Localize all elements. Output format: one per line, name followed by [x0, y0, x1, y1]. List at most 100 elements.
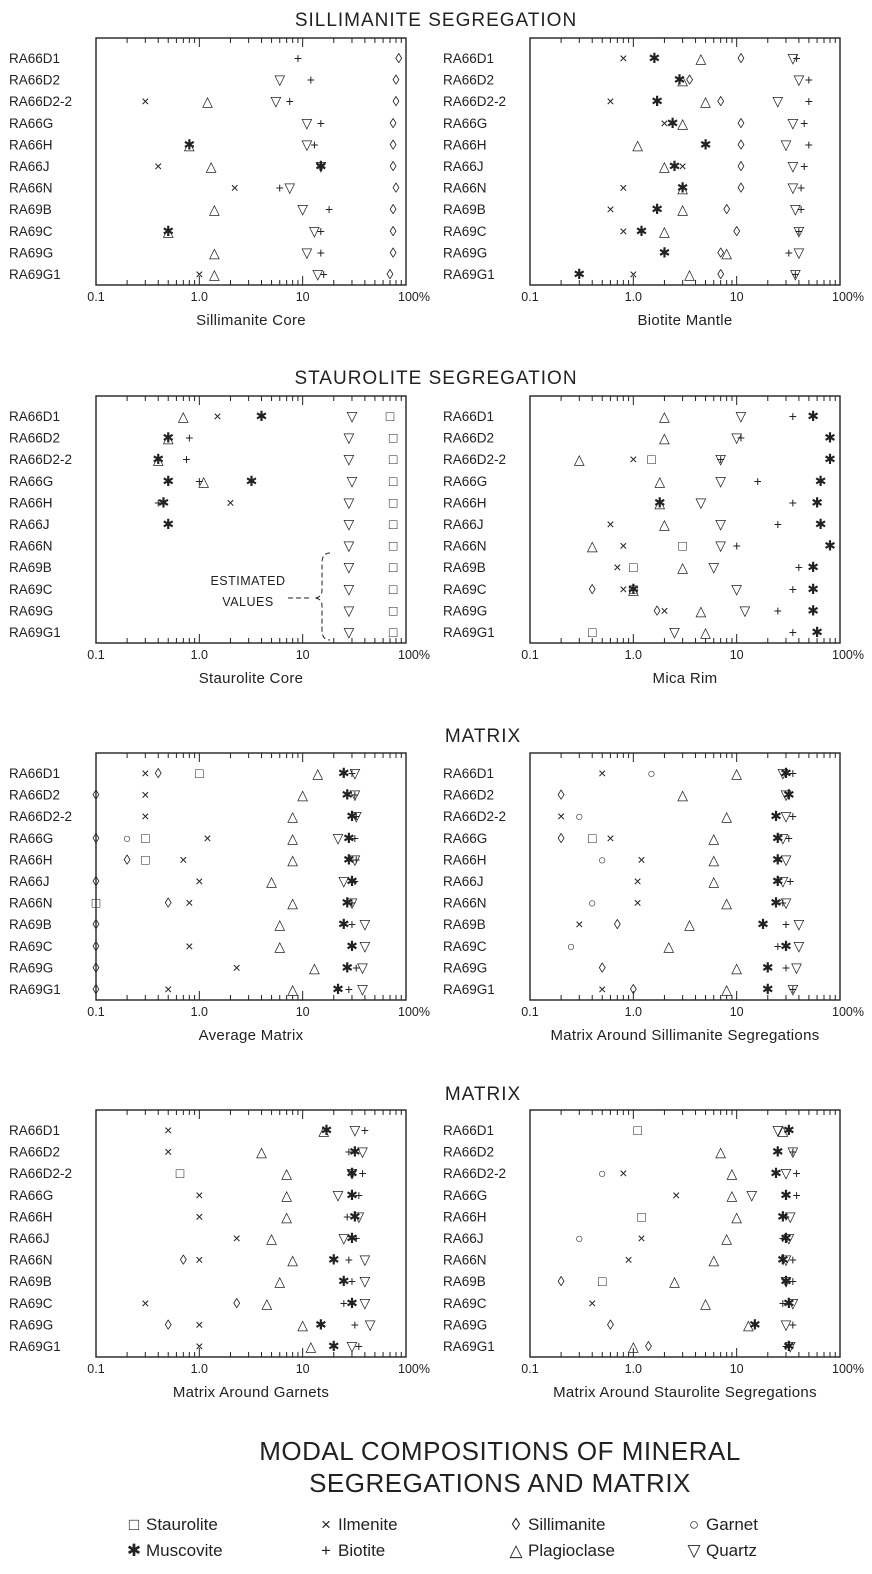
data-point-B: +	[795, 223, 803, 239]
data-point-Q: ▽	[781, 851, 792, 867]
chart-panel: 0.1 1.0 10 100% Matrix Around Garnets RA66D1 ×…	[9, 1109, 430, 1401]
data-point-I: ×	[598, 981, 606, 997]
data-point-B: +	[717, 451, 725, 467]
data-point-S: □	[389, 430, 398, 446]
data-point-B: +	[345, 981, 353, 997]
data-point-Q: ▽	[746, 1187, 757, 1203]
sample-label: RA69C	[443, 939, 487, 954]
data-point-P: △	[198, 473, 209, 489]
data-point-Q: ▽	[270, 93, 281, 109]
sample-label: RA69B	[443, 560, 486, 575]
data-point-I: ×	[588, 1295, 596, 1311]
data-point-S: □	[389, 624, 398, 640]
data-point-P: △	[708, 830, 719, 846]
data-point-I: ×	[233, 1230, 241, 1246]
data-point-Q: ▽	[349, 765, 360, 781]
data-point-P: △	[700, 1295, 711, 1311]
tick-label: 10	[730, 1362, 744, 1376]
data-point-P: △	[309, 959, 320, 975]
sample-label: RA66G	[9, 116, 53, 131]
legend-label: Ilmenite	[338, 1515, 398, 1534]
data-point-Q: ▽	[777, 830, 788, 846]
data-point-P: △	[209, 266, 220, 282]
tick-label: 100%	[832, 1005, 864, 1019]
sample-label: RA66D2-2	[9, 452, 72, 467]
data-point-G: ○	[598, 851, 606, 867]
data-point-B: +	[800, 115, 808, 131]
data-point-B: +	[785, 830, 793, 846]
sample-label: RA69B	[443, 1274, 486, 1289]
data-point-M: ✱	[824, 538, 836, 554]
data-point-B: +	[774, 602, 782, 618]
data-point-L: ◊	[93, 938, 100, 954]
data-point-P: △	[721, 244, 732, 260]
sample-label: RA66J	[9, 1231, 50, 1246]
data-point-P: △	[287, 895, 298, 911]
tick-label: 10	[296, 1005, 310, 1019]
data-point-B: +	[307, 72, 315, 88]
sample-label: RA66H	[9, 495, 53, 510]
data-point-Q: ▽	[781, 787, 792, 803]
data-point-Q: ▽	[787, 158, 798, 174]
data-point-Q: ▽	[343, 581, 354, 597]
data-point-L: ◊	[233, 1295, 240, 1311]
data-point-I: ×	[660, 602, 668, 618]
data-point-Q: ▽	[781, 808, 792, 824]
data-point-B: +	[325, 201, 333, 217]
legend-entry: ▽ Quartz	[687, 1541, 757, 1560]
data-point-G: ○	[575, 1230, 583, 1246]
annotation-bracket	[313, 552, 331, 641]
x-axis-label: Matrix Around Staurolite Segregations	[553, 1384, 817, 1401]
data-point-B: +	[805, 93, 813, 109]
sample-label: RA69G	[9, 245, 53, 260]
data-point-S: □	[678, 538, 687, 554]
plot-frame	[95, 1109, 407, 1358]
plot-frame	[95, 395, 407, 644]
data-point-L: ◊	[124, 851, 131, 867]
sample-label: RA69C	[443, 1296, 487, 1311]
sample-label: RA66G	[443, 1188, 487, 1203]
data-point-Q: ▽	[359, 938, 370, 954]
data-point-P: △	[777, 1122, 788, 1138]
data-point-P: △	[312, 765, 323, 781]
sample-label: RA66N	[443, 181, 487, 196]
x-axis-label: Biotite Mantle	[637, 312, 732, 329]
legend-label: Staurolite	[146, 1515, 218, 1534]
data-point-L: ◊	[733, 223, 740, 239]
data-point-M: ✱	[824, 451, 836, 467]
data-point-P: △	[677, 72, 688, 88]
tick-label: 10	[296, 1362, 310, 1376]
sample-label: RA66N	[443, 539, 487, 554]
sample-label: RA66G	[9, 474, 53, 489]
sample-label: RA69B	[9, 202, 52, 217]
data-point-Q: ▽	[715, 538, 726, 554]
chart-panels: 0.1 1.0 10 100% Sillimanite Core RA66D1 + ◊ RA66…	[9, 37, 864, 1401]
data-point-I: ×	[619, 581, 627, 597]
data-point-Q: ▽	[791, 959, 802, 975]
data-point-M: ✱	[659, 244, 671, 260]
data-point-B: +	[789, 494, 797, 510]
data-point-M: ✱	[749, 1316, 761, 1332]
data-point-G: ○	[647, 765, 655, 781]
data-point-Q: ▽	[359, 1273, 370, 1289]
data-point-Q: ▽	[347, 1338, 358, 1354]
data-point-M: ✱	[346, 1187, 358, 1203]
data-point-L: ◊	[390, 201, 397, 217]
data-point-M: ✱	[152, 451, 164, 467]
sample-label: RA66D2	[9, 788, 60, 803]
sample-label: RA66D1	[9, 766, 60, 781]
data-point-Q: ▽	[359, 916, 370, 932]
data-point-M: ✱	[162, 223, 174, 239]
data-point-B: +	[348, 916, 356, 932]
sample-label: RA66D2-2	[443, 1166, 506, 1181]
data-point-B: +	[774, 938, 782, 954]
data-point-Q: ▽	[338, 873, 349, 889]
data-point-I: ×	[185, 895, 193, 911]
legend-label: Plagioclase	[528, 1541, 615, 1560]
sample-label: RA69G1	[443, 1339, 495, 1354]
sample-label: RA69C	[9, 1296, 53, 1311]
data-point-P: △	[266, 873, 277, 889]
data-point-M: ✱	[341, 787, 353, 803]
data-point-Q: ▽	[302, 244, 313, 260]
data-point-B: +	[358, 1165, 366, 1181]
